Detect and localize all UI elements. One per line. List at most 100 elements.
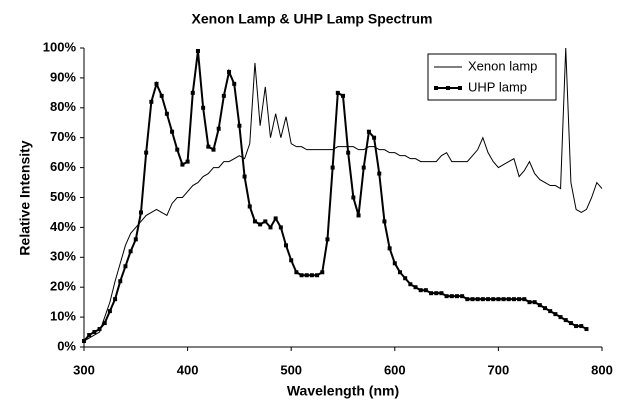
marker xyxy=(206,144,211,149)
marker xyxy=(506,297,511,302)
marker xyxy=(382,219,387,224)
marker xyxy=(87,333,92,338)
marker xyxy=(144,150,149,155)
legend-label: Xenon lamp xyxy=(468,58,537,73)
marker xyxy=(563,318,568,323)
marker xyxy=(304,273,309,278)
marker xyxy=(511,297,516,302)
marker xyxy=(439,291,444,296)
marker xyxy=(263,219,268,224)
legend-marker xyxy=(458,86,462,90)
marker xyxy=(346,150,351,155)
marker xyxy=(190,90,195,95)
marker xyxy=(377,171,382,176)
y-tick-label: 20% xyxy=(50,279,76,294)
x-axis-label: Wavelength (nm) xyxy=(287,383,399,399)
marker xyxy=(242,174,247,179)
legend-box xyxy=(427,53,557,101)
legend-marker xyxy=(434,86,438,90)
y-tick-label: 50% xyxy=(50,189,76,204)
y-tick-label: 0% xyxy=(57,338,76,353)
y-tick-label: 60% xyxy=(50,159,76,174)
marker xyxy=(413,285,418,290)
marker xyxy=(320,270,325,275)
marker xyxy=(82,339,86,344)
marker xyxy=(543,306,548,311)
marker xyxy=(149,99,154,104)
marker xyxy=(211,147,216,152)
y-tick-label: 100% xyxy=(43,39,77,54)
marker xyxy=(403,276,408,281)
marker xyxy=(584,327,589,332)
marker xyxy=(356,213,361,218)
marker xyxy=(195,48,200,53)
marker xyxy=(309,273,314,278)
y-axis-label: Relative Intensity xyxy=(17,140,33,255)
marker xyxy=(392,261,397,266)
marker xyxy=(418,288,423,293)
marker xyxy=(232,81,237,86)
marker xyxy=(315,273,320,278)
marker xyxy=(397,270,402,275)
marker xyxy=(299,273,304,278)
marker xyxy=(107,309,112,314)
x-tick-label: 300 xyxy=(73,362,95,377)
y-tick-label: 10% xyxy=(50,309,76,324)
x-tick-label: 800 xyxy=(591,362,613,377)
marker xyxy=(537,303,542,308)
series-line xyxy=(83,47,603,342)
y-tick-label: 90% xyxy=(50,69,76,84)
x-tick-label: 700 xyxy=(488,362,510,377)
marker xyxy=(517,297,522,302)
marker xyxy=(185,159,190,164)
marker xyxy=(102,321,107,326)
marker xyxy=(335,90,340,95)
marker xyxy=(579,324,584,329)
marker xyxy=(113,297,118,302)
marker xyxy=(258,222,263,227)
marker xyxy=(133,237,138,242)
marker xyxy=(216,126,221,131)
y-tick-label: 40% xyxy=(50,219,76,234)
marker xyxy=(496,297,501,302)
marker xyxy=(237,123,242,128)
y-tick-label: 30% xyxy=(50,249,76,264)
x-tick-label: 600 xyxy=(384,362,406,377)
marker xyxy=(475,297,480,302)
marker xyxy=(454,294,459,299)
marker xyxy=(330,165,335,170)
marker xyxy=(366,129,371,134)
marker xyxy=(252,219,257,224)
marker xyxy=(449,294,454,299)
marker xyxy=(423,288,428,293)
marker xyxy=(118,279,123,284)
marker xyxy=(429,291,434,296)
marker xyxy=(175,147,180,152)
marker xyxy=(558,315,563,320)
marker xyxy=(574,324,579,329)
x-tick-label: 500 xyxy=(280,362,302,377)
marker xyxy=(460,294,465,299)
marker xyxy=(372,135,377,140)
marker xyxy=(470,297,475,302)
marker xyxy=(351,195,356,200)
marker xyxy=(128,249,133,254)
marker xyxy=(164,111,169,116)
marker xyxy=(532,300,537,305)
marker xyxy=(180,162,185,167)
marker xyxy=(486,297,491,302)
marker xyxy=(501,297,506,302)
marker xyxy=(527,300,532,305)
chart-title: Xenon Lamp & UHP Lamp Spectrum xyxy=(192,11,433,27)
marker xyxy=(444,294,449,299)
legend-label: UHP lamp xyxy=(468,79,527,94)
marker xyxy=(434,291,439,296)
marker xyxy=(247,204,252,209)
marker xyxy=(278,225,283,230)
marker xyxy=(289,258,294,263)
marker xyxy=(325,237,330,242)
y-tick-label: 80% xyxy=(50,99,76,114)
marker xyxy=(227,69,232,74)
marker xyxy=(465,297,470,302)
marker xyxy=(97,327,102,332)
